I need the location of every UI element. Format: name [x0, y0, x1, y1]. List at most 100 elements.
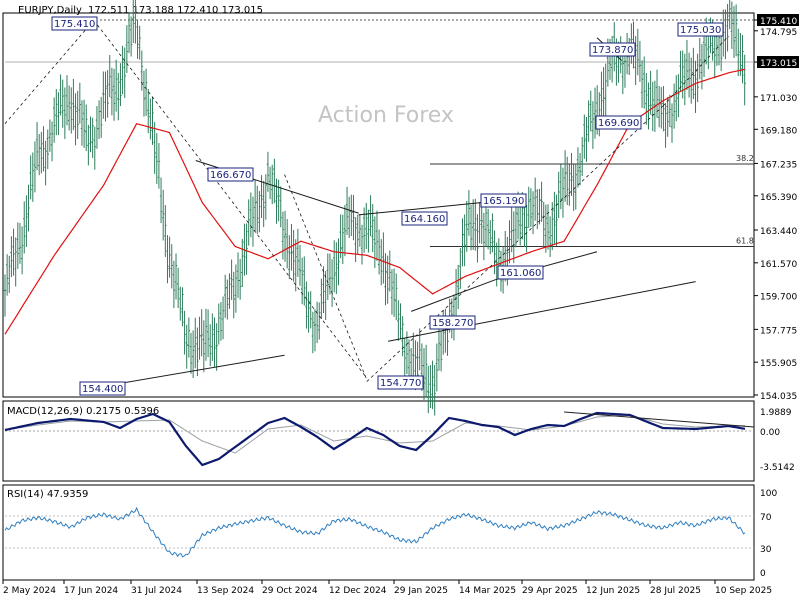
ohlc-bar: [642, 56, 646, 109]
peak-label-text: 166.670: [210, 170, 251, 181]
ohlc-bar: [489, 220, 492, 255]
x-tick-label: 14 Mar 2025: [459, 586, 516, 596]
price-tick-highlight: [757, 14, 799, 26]
ohlc-bar: [696, 53, 699, 103]
price-tick-label: 167.235: [760, 160, 797, 170]
ohlc-bar: [285, 219, 289, 269]
ohlc-bar: [65, 75, 69, 126]
ohlc-bar: [211, 313, 214, 361]
price-tick-label: 171.030: [760, 94, 797, 104]
ohlc-bar: [369, 195, 372, 237]
x-tick-label: 2 May 2024: [3, 586, 56, 596]
ohlc-bar: [395, 273, 398, 321]
ohlc-bar: [519, 203, 522, 246]
ohlc-bar: [268, 166, 272, 200]
ohlc-bar: [739, 32, 742, 76]
chart-title: EURJPY,Daily: [18, 5, 82, 16]
ohlc-bar: [467, 190, 471, 236]
ohlc-bar: [339, 214, 342, 259]
ohlc-bar: [303, 256, 306, 306]
ohlc-bar: [330, 259, 334, 308]
ohlc-bar: [125, 25, 129, 73]
rsi-tick-label: 0: [760, 569, 766, 579]
peak-label-box: [677, 22, 724, 37]
ohlc-bar: [155, 133, 158, 184]
ohlc-bar: [40, 131, 43, 174]
ohlc-bar: [168, 236, 171, 278]
ohlc-bar: [247, 199, 250, 246]
ohlc-bar: [737, 28, 740, 77]
ohlc-bar: [292, 230, 295, 282]
ohlc-bar: [258, 191, 261, 233]
ohlc-bar: [542, 201, 545, 249]
ohlc-bar: [217, 303, 220, 345]
ohlc-bar: [531, 191, 535, 235]
ohlc-bar: [568, 164, 571, 206]
ohlc-bar: [153, 122, 156, 174]
ohlc-bar: [78, 82, 82, 124]
ohlc-bar: [311, 311, 315, 354]
ohlc-bar: [536, 189, 539, 230]
ohlc-bar: [730, 1, 734, 49]
ohlc-bar: [281, 211, 285, 260]
x-tick-label: 29 Jan 2025: [394, 586, 448, 596]
peak-label-text: 154.400: [82, 384, 123, 395]
ohlc-bar: [234, 264, 238, 313]
ohlc-bar: [172, 260, 176, 309]
ohlc-bar: [350, 194, 353, 237]
ohlc-bar: [42, 126, 45, 172]
peak-label-text: 175.030: [680, 25, 721, 36]
ohlc-bar: [493, 230, 496, 275]
ohlc-bar: [89, 116, 92, 153]
peak-label: 175.410: [51, 16, 98, 31]
rsi-panel: [4, 506, 754, 558]
ohlc-bar: [672, 83, 676, 129]
ohlc-bar: [345, 186, 349, 235]
ohlc-bar: [12, 228, 15, 276]
ohlc-bar: [538, 188, 541, 225]
ohlc-bar: [347, 196, 351, 239]
ohlc-bar: [525, 204, 528, 253]
price-tick-label: 165.390: [760, 193, 797, 203]
ohlc-bar: [422, 348, 426, 401]
ohlc-bar: [424, 344, 428, 397]
x-tick-label: 10 Sep 2025: [715, 586, 772, 596]
ohlc-bar: [698, 37, 701, 80]
ohlc-bar: [266, 151, 270, 192]
ohlc-bar: [324, 270, 327, 321]
ohlc-bar: [59, 74, 62, 116]
ohlc-bar: [157, 143, 161, 189]
ohlc-bar: [25, 195, 28, 247]
ohlc-bar: [461, 218, 464, 267]
ohlc-bar: [245, 223, 248, 275]
ohlc-bar: [170, 244, 173, 289]
ohlc-bar: [354, 217, 357, 263]
ohlc-bar: [602, 67, 605, 119]
price-tick-label: 173.015: [760, 59, 797, 69]
ohlc-bar: [38, 134, 41, 176]
peak-label-text: 173.870: [592, 45, 633, 56]
ohlc-bar: [313, 309, 317, 352]
macd-panel-frame: [2, 400, 755, 482]
ohlc-bar: [647, 82, 650, 130]
ohlc-bar: [533, 177, 537, 221]
ohlc-bar: [273, 158, 276, 204]
ohlc-bar: [561, 167, 565, 218]
ohlc-bar: [694, 60, 697, 113]
x-tick-label: 29 Apr 2025: [522, 586, 578, 596]
ohlc-bar: [179, 286, 182, 321]
peak-label-box: [79, 381, 126, 396]
ohlc-bar: [18, 222, 22, 264]
ohlc-bar: [508, 220, 511, 264]
ohlc-bar: [279, 186, 282, 228]
macd-signal-line: [4, 414, 746, 454]
ohlc-bar: [174, 253, 178, 300]
ohlc-bar: [226, 279, 229, 320]
ohlc-bar: [202, 320, 206, 373]
rsi-tick-label: 100: [760, 489, 777, 499]
ohlc-bar: [690, 57, 693, 104]
ohlc-bar: [161, 189, 165, 241]
ohlc-bar: [298, 244, 302, 286]
ohlc-bar: [138, 25, 141, 60]
